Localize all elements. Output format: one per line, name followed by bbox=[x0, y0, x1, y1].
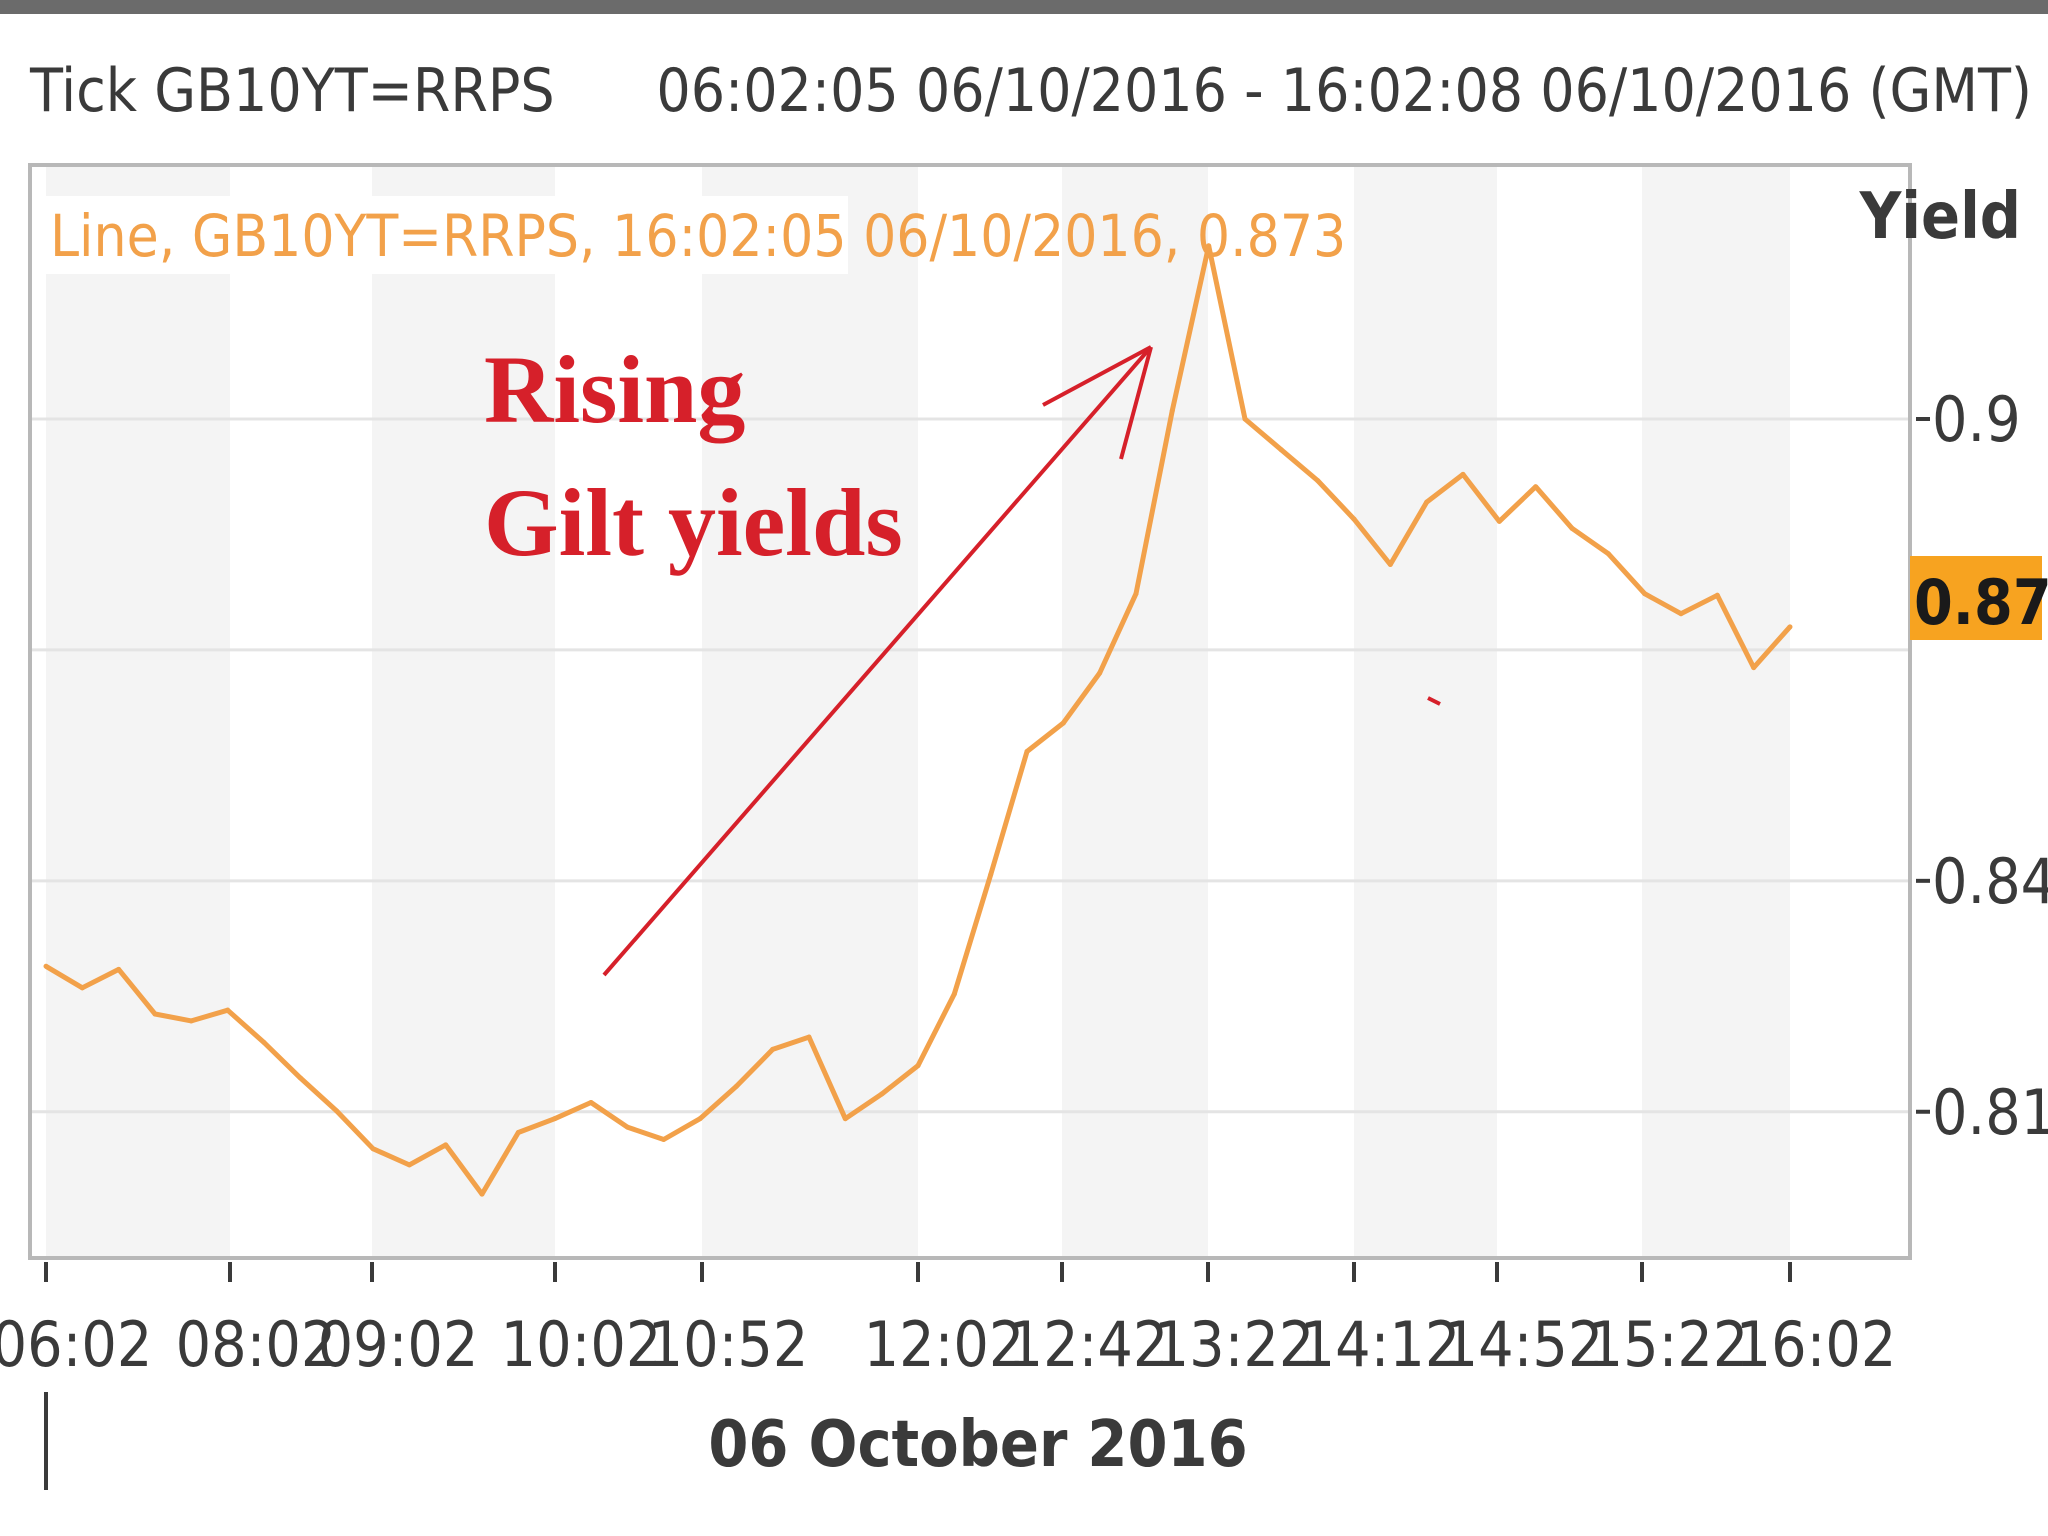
data-point bbox=[1533, 484, 1539, 490]
data-point bbox=[552, 1116, 558, 1122]
data-point bbox=[770, 1046, 776, 1052]
data-point bbox=[515, 1130, 521, 1136]
data-point bbox=[842, 1116, 848, 1122]
data-point bbox=[624, 1124, 630, 1130]
data-point bbox=[443, 1142, 449, 1148]
data-point bbox=[697, 1116, 703, 1122]
data-point bbox=[334, 1108, 340, 1114]
data-point bbox=[1569, 525, 1575, 531]
data-point bbox=[1605, 551, 1611, 557]
background-band bbox=[1062, 165, 1208, 1258]
data-point bbox=[297, 1075, 303, 1081]
data-point bbox=[588, 1100, 594, 1106]
background-bands bbox=[46, 165, 1790, 1258]
background-band bbox=[702, 165, 918, 1258]
data-point bbox=[1097, 670, 1103, 676]
background-band bbox=[1642, 165, 1790, 1258]
data-point bbox=[1460, 471, 1466, 477]
data-point bbox=[152, 1011, 158, 1017]
background-band bbox=[372, 165, 555, 1258]
y-axis-label: Yield bbox=[1859, 180, 2021, 254]
data-point bbox=[879, 1091, 885, 1097]
x-tick-label: 12:42 bbox=[1008, 1308, 1169, 1381]
x-tick-label: 08:02 bbox=[176, 1308, 337, 1381]
x-tick-label: 10:52 bbox=[648, 1308, 809, 1381]
data-point bbox=[370, 1146, 376, 1152]
annotation-arrow-head-right bbox=[1119, 346, 1153, 460]
data-point bbox=[1787, 624, 1793, 630]
annotation-stray-mark bbox=[1427, 696, 1441, 706]
last-value-badge-text: 0.873 bbox=[1914, 566, 2048, 639]
data-point bbox=[951, 991, 957, 997]
data-point bbox=[988, 872, 994, 878]
date-range: 06:02:05 06/10/2016 - 16:02:08 06/10/201… bbox=[656, 56, 2032, 126]
x-tick-label: 12:02 bbox=[864, 1308, 1025, 1381]
tooltip-background bbox=[46, 196, 848, 274]
data-point bbox=[1424, 499, 1430, 505]
annotation-line-1: Rising bbox=[484, 336, 745, 443]
data-point bbox=[1242, 416, 1248, 422]
x-tick-label: 14:52 bbox=[1443, 1308, 1604, 1381]
data-point bbox=[1751, 665, 1757, 671]
data-point bbox=[261, 1039, 267, 1045]
data-point bbox=[406, 1162, 412, 1168]
tooltip: Line, GB10YT=RRPS, 16:02:05 06/10/2016, … bbox=[46, 196, 1346, 274]
data-point bbox=[1133, 591, 1139, 597]
data-point bbox=[1169, 408, 1175, 414]
data-point bbox=[1387, 561, 1393, 567]
annotation-line-2: Gilt yields bbox=[484, 469, 903, 576]
annotation-arrow-shaft bbox=[602, 345, 1153, 977]
background-band bbox=[46, 165, 230, 1258]
y-tick-label: 0.81 bbox=[1932, 1076, 2048, 1149]
tooltip-text: Line, GB10YT=RRPS, 16:02:05 06/10/2016, … bbox=[50, 202, 1346, 270]
last-value-badge: 0.873 bbox=[1910, 556, 2048, 640]
annotation-arrow-head-left bbox=[1042, 345, 1152, 407]
grid-lines bbox=[30, 417, 1910, 1114]
data-point bbox=[1278, 447, 1284, 453]
data-point bbox=[116, 966, 122, 972]
data-point bbox=[1206, 243, 1212, 249]
plot-frame bbox=[28, 163, 1912, 1260]
data-point bbox=[188, 1018, 194, 1024]
chart-title: Tick GB10YT=RRPS bbox=[30, 56, 555, 126]
data-point bbox=[806, 1034, 812, 1040]
x-tick-label: 09:02 bbox=[318, 1308, 479, 1381]
x-tick-label: 15:22 bbox=[1588, 1308, 1749, 1381]
data-point bbox=[1678, 611, 1684, 617]
data-point bbox=[1642, 591, 1648, 597]
background-band bbox=[1354, 165, 1497, 1258]
y-axis-ticks: 0.81 0.84 0.9 bbox=[1916, 383, 2048, 1149]
last-value-badge-background bbox=[1910, 556, 2042, 640]
x-tick-label: 13:22 bbox=[1154, 1308, 1315, 1381]
x-tick-label: 16:02 bbox=[1736, 1308, 1897, 1381]
data-point bbox=[733, 1083, 739, 1089]
data-point bbox=[1496, 518, 1502, 524]
data-point bbox=[225, 1007, 231, 1013]
series-points bbox=[43, 243, 1793, 1197]
data-point bbox=[661, 1136, 667, 1142]
annotation: Rising Gilt yields bbox=[484, 336, 1441, 977]
y-tick-label: 0.84 bbox=[1932, 845, 2048, 918]
data-point bbox=[79, 985, 85, 991]
x-axis-label: 06 October 2016 bbox=[708, 1408, 1247, 1482]
top-rule bbox=[0, 0, 2048, 14]
data-point bbox=[1315, 478, 1321, 484]
data-point bbox=[43, 963, 49, 969]
data-point bbox=[1714, 592, 1720, 598]
data-point bbox=[1024, 749, 1030, 755]
data-point bbox=[1060, 720, 1066, 726]
x-tick-label: 14:12 bbox=[1300, 1308, 1461, 1381]
x-tick-label: 06:02 bbox=[0, 1308, 152, 1381]
y-tick-label: 0.9 bbox=[1932, 383, 2021, 456]
x-tick-label: 10:02 bbox=[501, 1308, 662, 1381]
data-point bbox=[1351, 516, 1357, 522]
data-point bbox=[915, 1063, 921, 1069]
data-point bbox=[479, 1191, 485, 1197]
